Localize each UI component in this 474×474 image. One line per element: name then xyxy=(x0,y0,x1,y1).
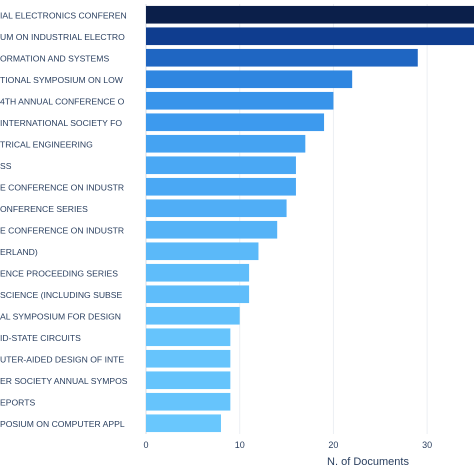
x-tick-label-0: 0 xyxy=(143,440,148,450)
bar-18[interactable] xyxy=(146,392,231,411)
bar-11[interactable] xyxy=(146,242,259,261)
bars xyxy=(146,5,474,433)
bar-2[interactable] xyxy=(146,48,418,67)
bar-10[interactable] xyxy=(146,220,278,239)
x-axis-ticks: 0 10 20 30 xyxy=(143,440,432,450)
bar-5[interactable] xyxy=(146,113,325,132)
x-tick-label-2: 20 xyxy=(328,440,338,450)
bar-12[interactable] xyxy=(146,263,250,282)
category-label-0: IAL ELECTRONICS CONFEREN xyxy=(0,10,127,20)
bar-8[interactable] xyxy=(146,177,296,196)
category-label-17: ER SOCIETY ANNUAL SYMPOS xyxy=(0,376,128,386)
bar-1[interactable] xyxy=(146,27,474,46)
category-label-1: UM ON INDUSTRIAL ELECTRO xyxy=(0,32,125,42)
category-label-5: INTERNATIONAL SOCIETY FO xyxy=(0,118,122,128)
bar-13[interactable] xyxy=(146,285,250,304)
bar-3[interactable] xyxy=(146,70,353,89)
category-label-10: E CONFERENCE ON INDUSTR xyxy=(0,225,124,235)
bar-7[interactable] xyxy=(146,156,296,175)
category-label-8: E CONFERENCE ON INDUSTR xyxy=(0,182,124,192)
bar-0[interactable] xyxy=(146,5,474,24)
bar-4[interactable] xyxy=(146,91,334,110)
category-label-12: ENCE PROCEEDING SERIES xyxy=(0,268,118,278)
category-label-11: ERLAND) xyxy=(0,247,38,257)
bar-14[interactable] xyxy=(146,306,240,325)
category-label-16: UTER-AIDED DESIGN OF INTE xyxy=(0,354,124,364)
category-label-9: ONFERENCE SERIES xyxy=(0,204,88,214)
category-label-3: TIONAL SYMPOSIUM ON LOW xyxy=(0,75,124,85)
category-label-4: 4TH ANNUAL CONFERENCE O xyxy=(0,96,125,106)
category-labels: IAL ELECTRONICS CONFEREN UM ON INDUSTRIAL… xyxy=(0,10,128,429)
category-label-18: EPORTS xyxy=(0,397,35,407)
x-axis-title: N. of Documents xyxy=(327,456,409,468)
bar-9[interactable] xyxy=(146,199,287,218)
bar-17[interactable] xyxy=(146,371,231,390)
bar-15[interactable] xyxy=(146,328,231,347)
category-label-19: POSIUM ON COMPUTER APPL xyxy=(0,419,125,429)
category-label-7: SS xyxy=(0,161,12,171)
bar-19[interactable] xyxy=(146,414,221,433)
bar-16[interactable] xyxy=(146,349,231,368)
category-label-15: ID-STATE CIRCUITS xyxy=(0,333,81,343)
bar-6[interactable] xyxy=(146,134,306,153)
x-tick-label-3: 30 xyxy=(422,440,432,450)
grid-lines xyxy=(145,4,428,434)
x-tick-label-1: 10 xyxy=(235,440,245,450)
category-label-6: TRICAL ENGINEERING xyxy=(0,139,93,149)
category-label-14: AL SYMPOSIUM FOR DESIGN xyxy=(0,311,121,321)
category-label-2: ORMATION AND SYSTEMS xyxy=(0,53,109,63)
category-label-13: SCIENCE (INCLUDING SUBSE xyxy=(0,290,123,300)
